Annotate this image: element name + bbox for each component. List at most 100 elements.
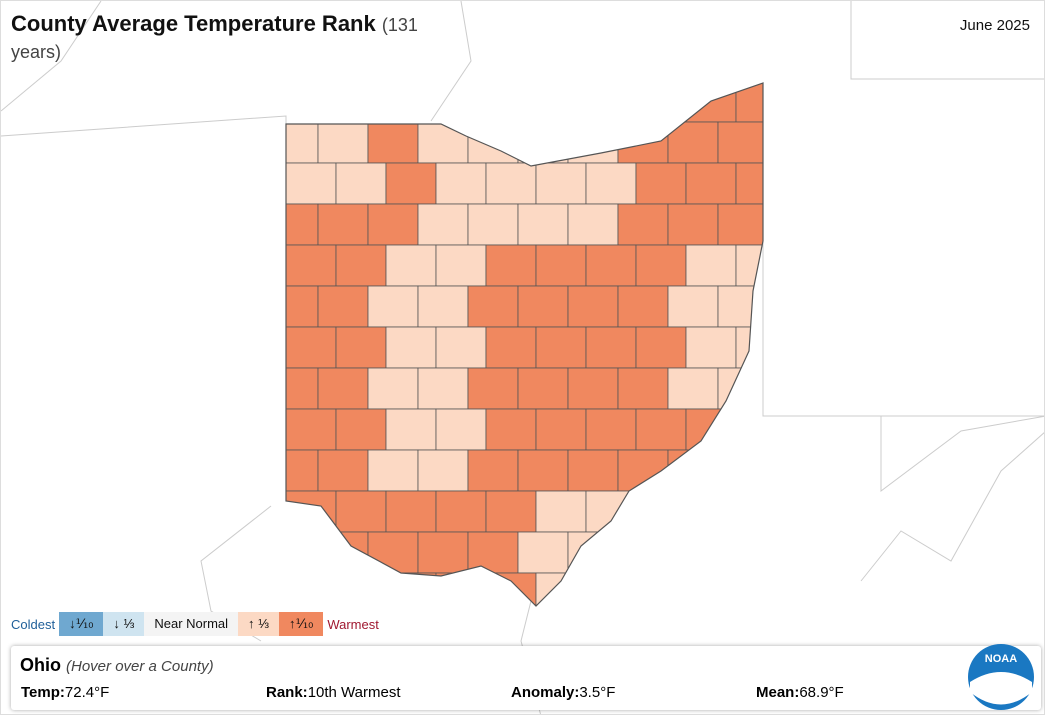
county[interactable] [367, 285, 419, 328]
county[interactable] [567, 367, 619, 410]
county[interactable] [735, 490, 786, 533]
county[interactable] [385, 408, 437, 451]
county[interactable] [335, 408, 387, 451]
county[interactable] [535, 244, 587, 287]
county[interactable] [535, 572, 587, 614]
county[interactable] [735, 81, 786, 123]
county[interactable] [268, 121, 319, 164]
county[interactable] [617, 203, 669, 246]
county[interactable] [635, 244, 687, 287]
county[interactable] [317, 285, 369, 328]
county[interactable] [268, 203, 319, 246]
county[interactable] [417, 121, 469, 164]
county[interactable] [467, 449, 519, 492]
county[interactable] [585, 244, 637, 287]
county[interactable] [317, 121, 369, 164]
county[interactable] [635, 408, 687, 451]
county[interactable] [635, 162, 687, 205]
county[interactable] [317, 203, 369, 246]
county[interactable] [685, 244, 737, 287]
county[interactable] [667, 203, 719, 246]
county[interactable] [268, 449, 319, 492]
county[interactable] [286, 326, 337, 369]
county[interactable] [667, 367, 719, 410]
county[interactable] [535, 326, 587, 369]
county[interactable] [485, 408, 537, 451]
county[interactable] [435, 326, 487, 369]
county[interactable] [335, 326, 387, 369]
county[interactable] [667, 531, 719, 574]
county[interactable] [268, 285, 319, 328]
county[interactable] [567, 449, 619, 492]
county[interactable] [517, 531, 569, 574]
county[interactable] [286, 81, 337, 123]
county[interactable] [717, 531, 768, 574]
county[interactable] [435, 244, 487, 287]
county[interactable] [617, 531, 669, 574]
county[interactable] [735, 162, 786, 205]
county[interactable] [685, 490, 737, 533]
county[interactable] [385, 572, 437, 614]
county[interactable] [735, 572, 786, 614]
county[interactable] [417, 367, 469, 410]
county[interactable] [367, 449, 419, 492]
county[interactable] [567, 531, 619, 574]
county[interactable] [585, 490, 637, 533]
county[interactable] [286, 244, 337, 287]
county[interactable] [286, 408, 337, 451]
county[interactable] [535, 490, 587, 533]
county[interactable] [635, 572, 687, 614]
county[interactable] [417, 285, 469, 328]
county[interactable] [385, 162, 437, 205]
county[interactable] [617, 121, 669, 164]
county[interactable] [567, 121, 619, 164]
county[interactable] [685, 326, 737, 369]
county[interactable] [585, 408, 637, 451]
county[interactable] [317, 449, 369, 492]
county[interactable] [335, 81, 387, 123]
county[interactable] [517, 285, 569, 328]
county[interactable] [317, 367, 369, 410]
county[interactable] [335, 162, 387, 205]
county[interactable] [685, 162, 737, 205]
county[interactable] [635, 81, 687, 123]
county[interactable] [517, 203, 569, 246]
county[interactable] [435, 572, 487, 614]
county[interactable] [585, 572, 637, 614]
county[interactable] [585, 326, 637, 369]
county[interactable] [485, 326, 537, 369]
county[interactable] [286, 162, 337, 205]
county[interactable] [335, 490, 387, 533]
county[interactable] [317, 531, 369, 574]
county[interactable] [335, 244, 387, 287]
county[interactable] [535, 81, 587, 123]
county[interactable] [385, 81, 437, 123]
county[interactable] [567, 203, 619, 246]
county[interactable] [385, 244, 437, 287]
county[interactable] [485, 572, 537, 614]
county[interactable] [617, 367, 669, 410]
county[interactable] [286, 490, 337, 533]
county[interactable] [268, 531, 319, 574]
county[interactable] [286, 572, 337, 614]
county[interactable] [268, 367, 319, 410]
county[interactable] [467, 121, 519, 164]
county[interactable] [685, 408, 737, 451]
county[interactable] [435, 162, 487, 205]
county[interactable] [517, 121, 569, 164]
county[interactable] [485, 81, 537, 123]
county[interactable] [617, 449, 669, 492]
county[interactable] [335, 572, 387, 614]
county[interactable] [717, 285, 768, 328]
county[interactable] [367, 121, 419, 164]
county[interactable] [685, 572, 737, 614]
county[interactable] [717, 203, 768, 246]
county[interactable] [417, 449, 469, 492]
county[interactable] [385, 326, 437, 369]
county[interactable] [467, 203, 519, 246]
county[interactable] [467, 367, 519, 410]
county[interactable] [435, 408, 487, 451]
county[interactable] [585, 162, 637, 205]
county[interactable] [417, 203, 469, 246]
county[interactable] [485, 162, 537, 205]
